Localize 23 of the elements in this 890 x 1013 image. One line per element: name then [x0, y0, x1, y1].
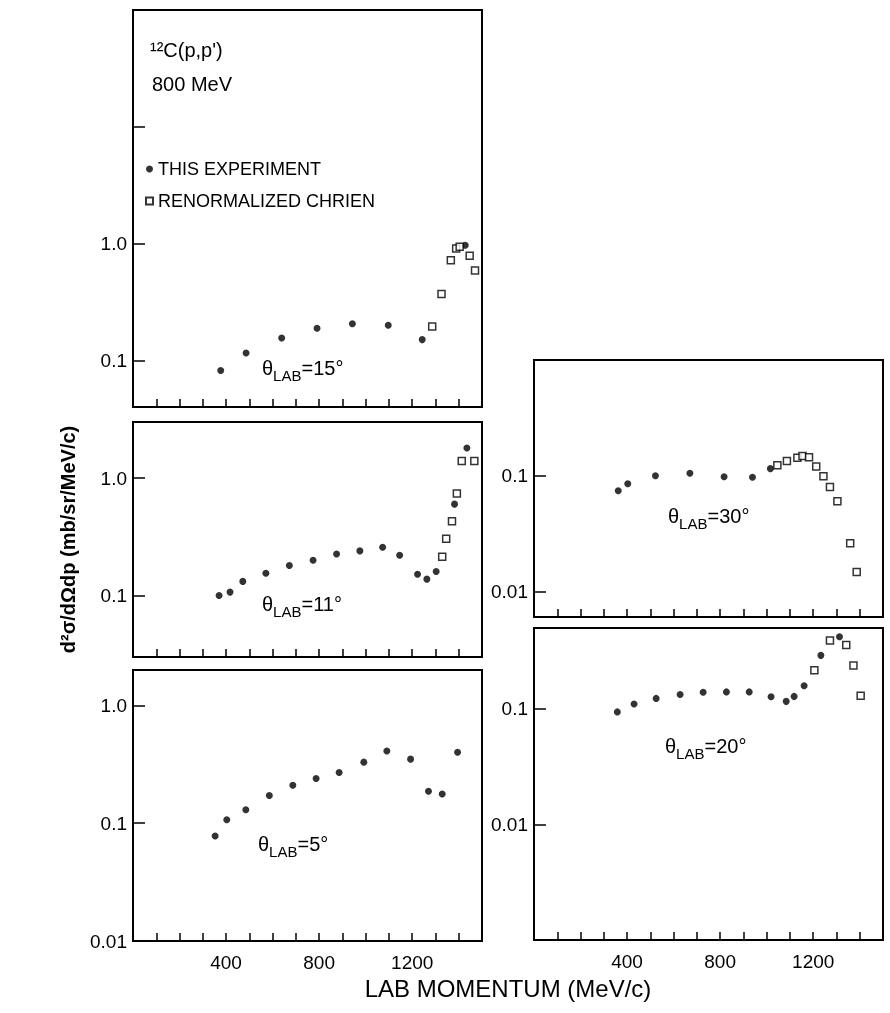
- y-tick-label: 1.0: [100, 467, 127, 489]
- y-tick-label: 0.01: [491, 580, 528, 602]
- y-tick-label: 0.01: [90, 930, 127, 952]
- y-tick-label: 0.1: [501, 698, 528, 720]
- legend-label: THIS EXPERIMENT: [158, 159, 322, 179]
- y-tick-label: 1.0: [100, 694, 127, 716]
- annotation: ¹²C(p,p'): [150, 39, 223, 61]
- annotation: 800 MeV: [152, 73, 233, 95]
- x-tick-label: 400: [210, 952, 242, 973]
- y-tick-label: 1.0: [100, 233, 127, 255]
- legend-label: RENORMALIZED CHRIEN: [158, 191, 376, 211]
- x-tick-label: 1200: [391, 952, 434, 973]
- y-tick-label: 0.01: [491, 813, 528, 835]
- y-tick-label: 0.1: [100, 350, 127, 372]
- y-tick-label: 0.1: [100, 585, 127, 607]
- x-tick-label: 1200: [792, 951, 835, 972]
- y-axis-title: d²σ/dΩdp (mb/sr/MeV/c): [57, 425, 79, 654]
- y-tick-label: 0.1: [501, 465, 528, 487]
- x-tick-label: 400: [611, 951, 643, 972]
- x-tick-label: 800: [303, 952, 335, 973]
- y-tick-label: 0.1: [100, 812, 127, 834]
- x-tick-label: 800: [704, 951, 736, 972]
- x-axis-title: LAB MOMENTUM (MeV/c): [363, 975, 653, 1003]
